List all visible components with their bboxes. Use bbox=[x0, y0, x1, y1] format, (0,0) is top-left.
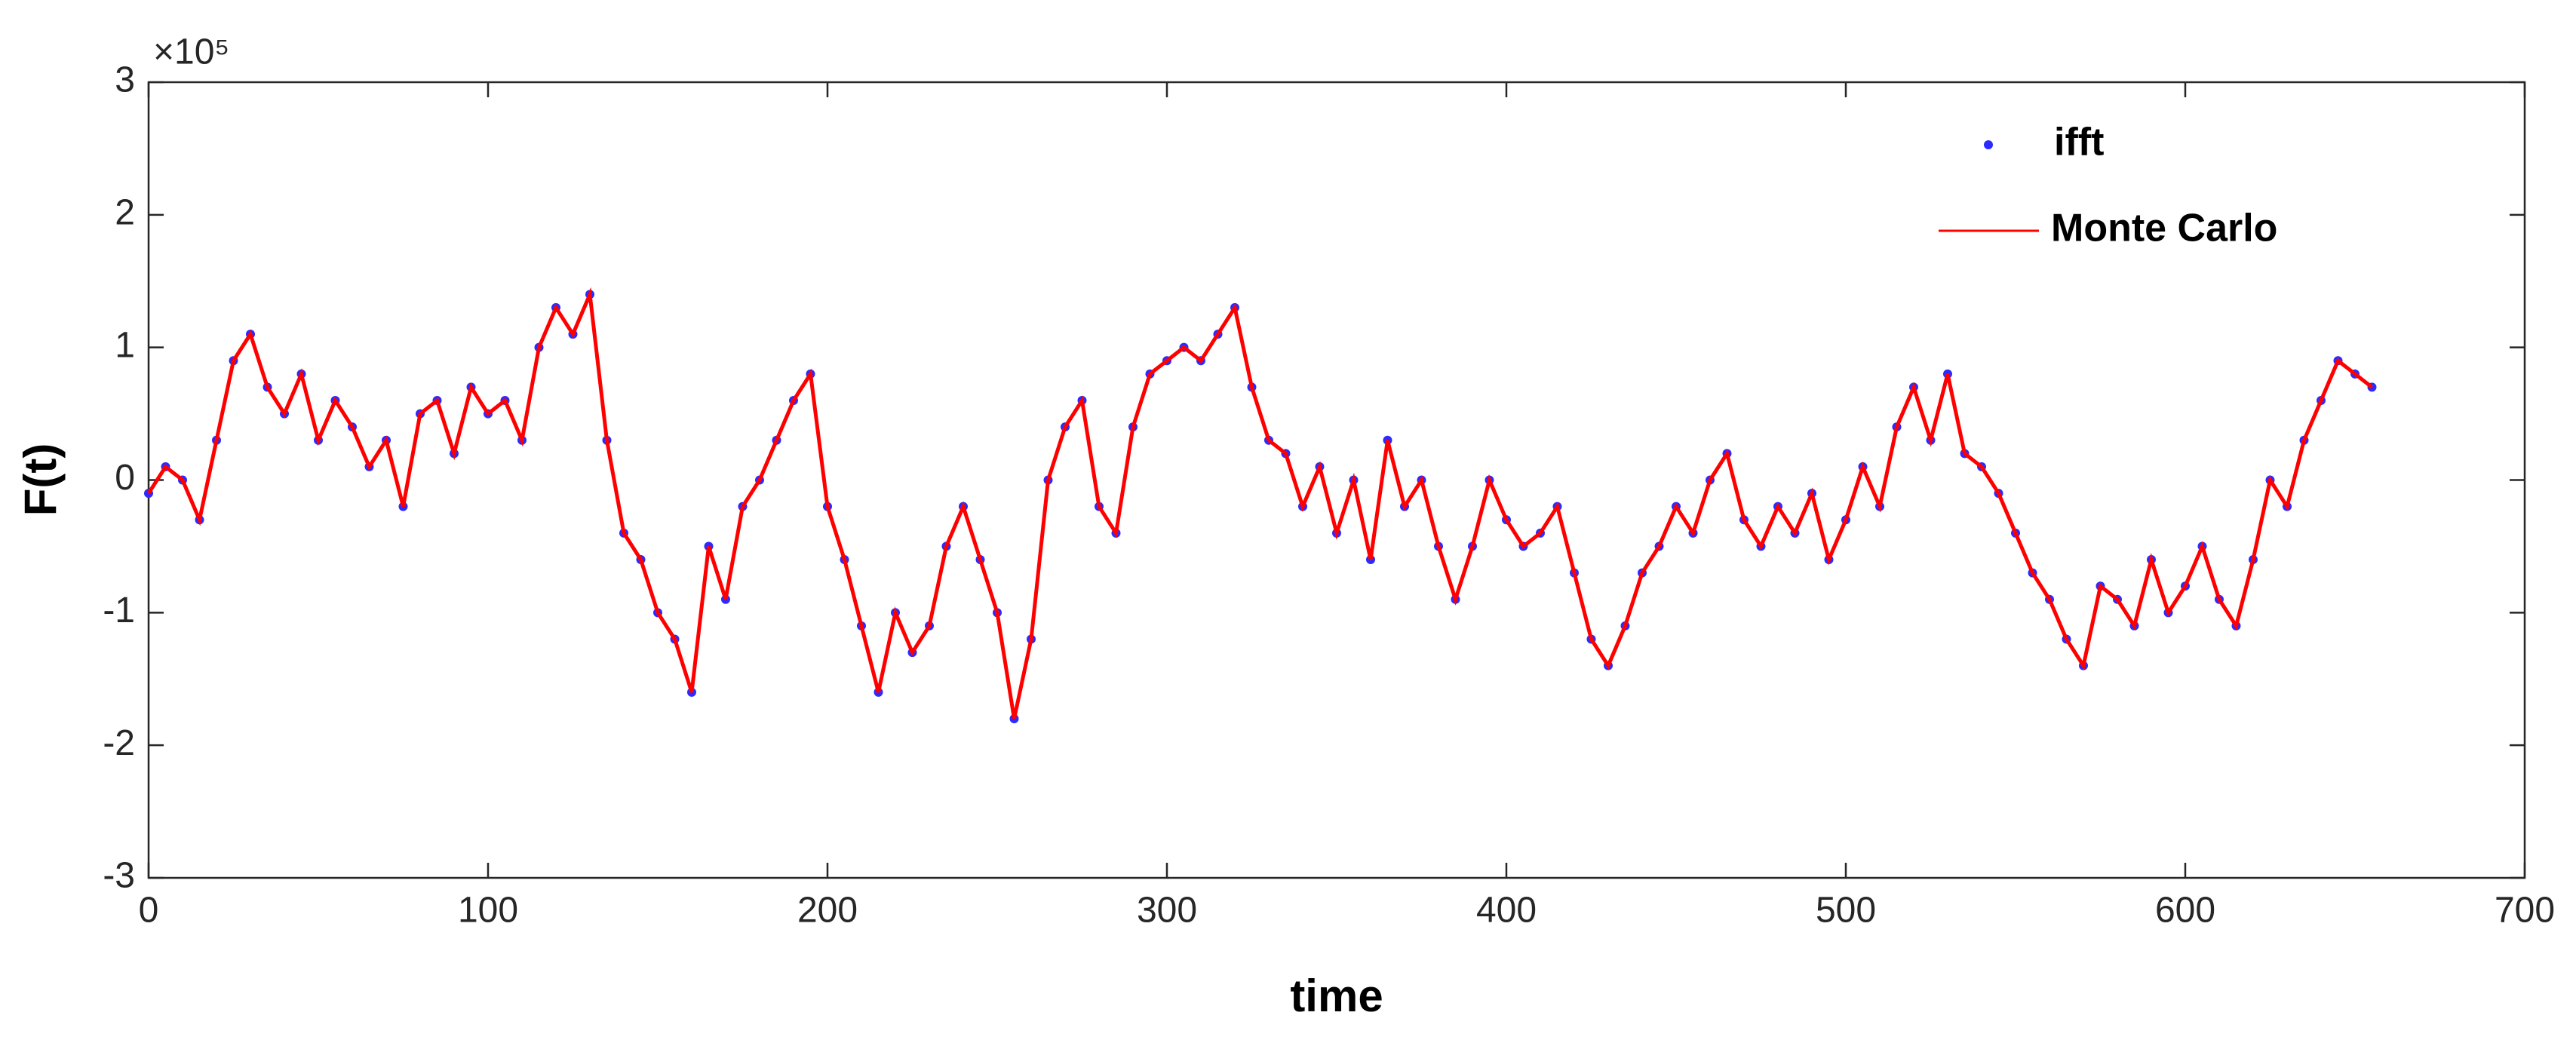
y-tick-label: 3 bbox=[115, 60, 135, 100]
x-tick-label: 600 bbox=[2155, 891, 2215, 931]
y-tick-label: -2 bbox=[103, 723, 135, 763]
x-tick-label: 200 bbox=[797, 891, 858, 931]
legend-marker bbox=[1984, 140, 1993, 149]
y-tick-label: -1 bbox=[103, 591, 135, 630]
x-tick-label: 400 bbox=[1476, 891, 1537, 931]
x-tick-label: 700 bbox=[2495, 891, 2555, 931]
y-tick-label: -3 bbox=[103, 856, 135, 896]
x-axis-label: time bbox=[1290, 971, 1383, 1021]
y-axis-label: F(t) bbox=[15, 443, 66, 517]
plot-frame bbox=[147, 81, 2526, 879]
legend-label: Monte Carlo bbox=[2051, 207, 2277, 250]
legend-label: ifft bbox=[2054, 121, 2104, 164]
y-tick-label: 1 bbox=[115, 325, 135, 365]
y-tick-label: 2 bbox=[115, 193, 135, 233]
x-tick-label: 100 bbox=[458, 891, 518, 931]
x-tick-label: 0 bbox=[139, 891, 159, 931]
x-tick-label: 500 bbox=[1816, 891, 1876, 931]
y-multiplier: ×10⁵ bbox=[153, 32, 229, 72]
x-tick-label: 300 bbox=[1137, 891, 1197, 931]
data-line bbox=[146, 287, 2374, 719]
y-tick-label: 0 bbox=[115, 458, 135, 498]
